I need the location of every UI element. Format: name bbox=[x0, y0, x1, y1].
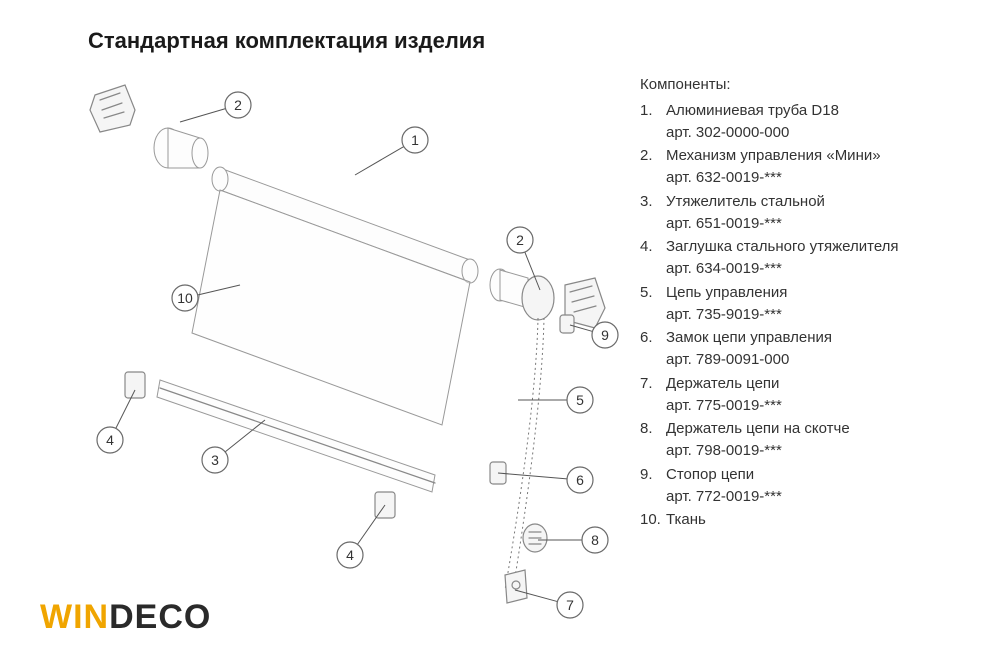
callout-number: 2 bbox=[234, 97, 242, 113]
component-item: 10.Ткань bbox=[640, 509, 960, 531]
components-header: Компоненты: bbox=[640, 74, 960, 96]
component-body: Держатель цепи на скотчеарт. 798-0019-**… bbox=[666, 418, 960, 462]
brand-logo: WINDECO bbox=[40, 598, 211, 637]
component-item: 4.Заглушка стального утяжелителяарт. 634… bbox=[640, 236, 960, 280]
component-name: Алюминиевая труба D18 bbox=[666, 100, 960, 122]
components-list: 1.Алюминиевая труба D18арт. 302-0000-000… bbox=[640, 100, 960, 531]
component-article: арт. 789-0091-000 bbox=[666, 349, 960, 371]
component-item: 1.Алюминиевая труба D18арт. 302-0000-000 bbox=[640, 100, 960, 144]
callout-number: 4 bbox=[106, 432, 114, 448]
component-item: 8.Держатель цепи на скотчеарт. 798-0019-… bbox=[640, 418, 960, 462]
component-item: 3.Утяжелитель стальнойарт. 651-0019-*** bbox=[640, 191, 960, 235]
component-body: Механизм управления «Мини»арт. 632-0019-… bbox=[666, 145, 960, 189]
component-article: арт. 798-0019-*** bbox=[666, 440, 960, 462]
component-item: 5.Цепь управленияарт. 735-9019-*** bbox=[640, 282, 960, 326]
callout-number: 8 bbox=[591, 532, 599, 548]
callout-number: 9 bbox=[601, 327, 609, 343]
component-article: арт. 634-0019-*** bbox=[666, 258, 960, 280]
component-name: Замок цепи управления bbox=[666, 327, 960, 349]
component-name: Заглушка стального утяжелителя bbox=[666, 236, 960, 258]
component-body: Утяжелитель стальнойарт. 651-0019-*** bbox=[666, 191, 960, 235]
logo-part-deco: DECO bbox=[109, 598, 211, 636]
component-item: 7.Держатель цепиарт. 775-0019-*** bbox=[640, 373, 960, 417]
part-right-mechanism bbox=[490, 269, 605, 328]
page-title: Стандартная комплектация изделия bbox=[88, 28, 485, 54]
callout-number: 1 bbox=[411, 132, 419, 148]
component-article: арт. 302-0000-000 bbox=[666, 122, 960, 144]
component-name: Утяжелитель стальной bbox=[666, 191, 960, 213]
component-item: 9.Стопор цепиарт. 772-0019-*** bbox=[640, 464, 960, 508]
component-name: Держатель цепи на скотче bbox=[666, 418, 960, 440]
logo-part-win: WIN bbox=[40, 598, 109, 636]
component-body: Стопор цепиарт. 772-0019-*** bbox=[666, 464, 960, 508]
component-name: Ткань bbox=[666, 509, 960, 531]
component-article: арт. 632-0019-*** bbox=[666, 167, 960, 189]
callout-number: 10 bbox=[177, 290, 193, 306]
component-name: Стопор цепи bbox=[666, 464, 960, 486]
part-chain-holder bbox=[505, 570, 527, 603]
callout-number: 7 bbox=[566, 597, 574, 613]
component-body: Цепь управленияарт. 735-9019-*** bbox=[666, 282, 960, 326]
component-body: Замок цепи управленияарт. 789-0091-000 bbox=[666, 327, 960, 371]
part-left-bracket bbox=[90, 85, 135, 132]
callout-number: 5 bbox=[576, 392, 584, 408]
component-body: Алюминиевая труба D18арт. 302-0000-000 bbox=[666, 100, 960, 144]
part-chain-stopper bbox=[560, 315, 574, 333]
callout-number: 6 bbox=[576, 472, 584, 488]
component-article: арт. 651-0019-*** bbox=[666, 213, 960, 235]
component-name: Держатель цепи bbox=[666, 373, 960, 395]
part-left-spool bbox=[154, 128, 208, 168]
callout-number: 2 bbox=[516, 232, 524, 248]
component-name: Цепь управления bbox=[666, 282, 960, 304]
component-body: Ткань bbox=[666, 509, 960, 531]
component-name: Механизм управления «Мини» bbox=[666, 145, 960, 167]
component-item: 6.Замок цепи управленияарт. 789-0091-000 bbox=[640, 327, 960, 371]
part-endcap-left bbox=[125, 372, 145, 398]
callout-number: 3 bbox=[211, 452, 219, 468]
component-item: 2.Механизм управления «Мини»арт. 632-001… bbox=[640, 145, 960, 189]
exploded-diagram: 1 2 2 3 4 4 5 6 7 8 9 10 bbox=[40, 60, 660, 640]
callout-number: 4 bbox=[346, 547, 354, 563]
part-chain-holder-tape bbox=[523, 524, 547, 552]
component-body: Заглушка стального утяжелителяарт. 634-0… bbox=[666, 236, 960, 280]
components-panel: Компоненты: 1.Алюминиевая труба D18арт. … bbox=[640, 74, 960, 533]
component-body: Держатель цепиарт. 775-0019-*** bbox=[666, 373, 960, 417]
component-article: арт. 735-9019-*** bbox=[666, 304, 960, 326]
component-article: арт. 772-0019-*** bbox=[666, 486, 960, 508]
component-article: арт. 775-0019-*** bbox=[666, 395, 960, 417]
